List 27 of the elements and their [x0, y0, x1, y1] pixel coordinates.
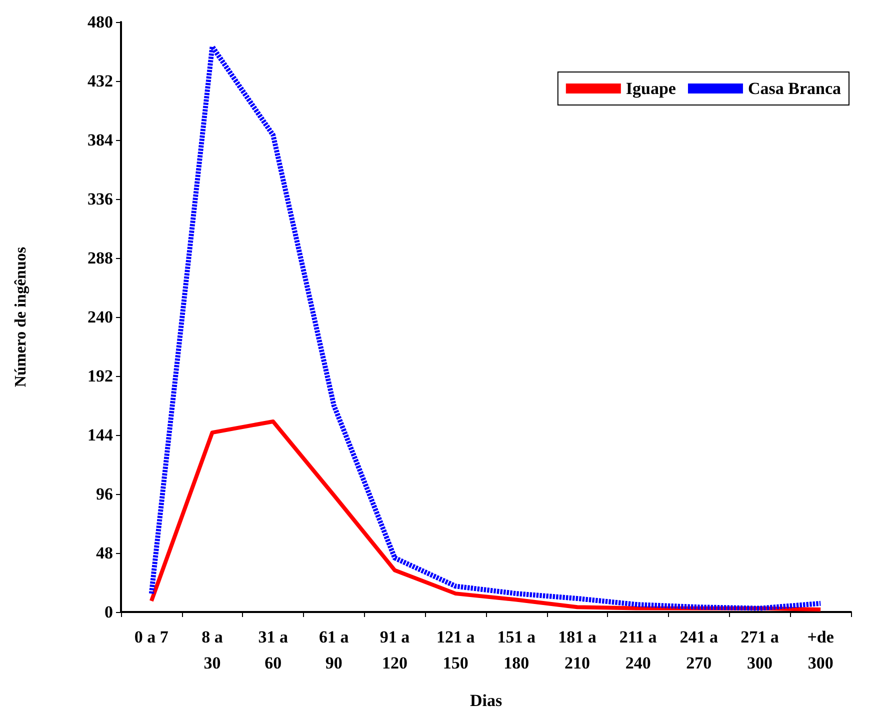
x-tick-label: 211 a 240	[619, 628, 658, 672]
y-tick-label: 432	[88, 72, 113, 90]
y-tick-label: 0	[104, 602, 113, 622]
y-tick-label: 192	[88, 366, 113, 386]
x-tick-label: 8 a 30	[202, 628, 224, 672]
x-tick-label: 121 a 150	[436, 628, 476, 672]
x-tick-label: 181 a 210	[558, 628, 597, 672]
x-tick-label: 91 a 120	[380, 628, 410, 672]
y-tick-label: 48	[96, 544, 113, 562]
y-tick-label: 288	[88, 248, 113, 268]
legend-label: Casa Branca	[748, 79, 842, 98]
y-tick-label: 480	[88, 12, 113, 32]
y-axis-title: Número de ingênuos	[12, 246, 30, 388]
x-tick-label: 271 a 300	[740, 628, 780, 672]
y-tick-label: 336	[88, 190, 113, 208]
legend-label: Iguape	[626, 79, 676, 98]
y-tick-label: 384	[88, 130, 114, 150]
x-tick-label: 0 a 7	[134, 628, 169, 646]
y-tick-label: 240	[88, 308, 113, 326]
x-tick-label: 151 a 180	[497, 628, 536, 672]
x-tick-label: 61 a 90	[319, 628, 350, 672]
x-tick-label: +de 300	[807, 628, 834, 672]
y-tick-label: 144	[88, 426, 114, 444]
y-tick-label: 96	[96, 484, 113, 504]
x-tick-label: 31 a 60	[258, 628, 288, 672]
x-axis-title: Dias	[470, 691, 502, 710]
x-tick-label: 241 a 270	[680, 628, 719, 672]
